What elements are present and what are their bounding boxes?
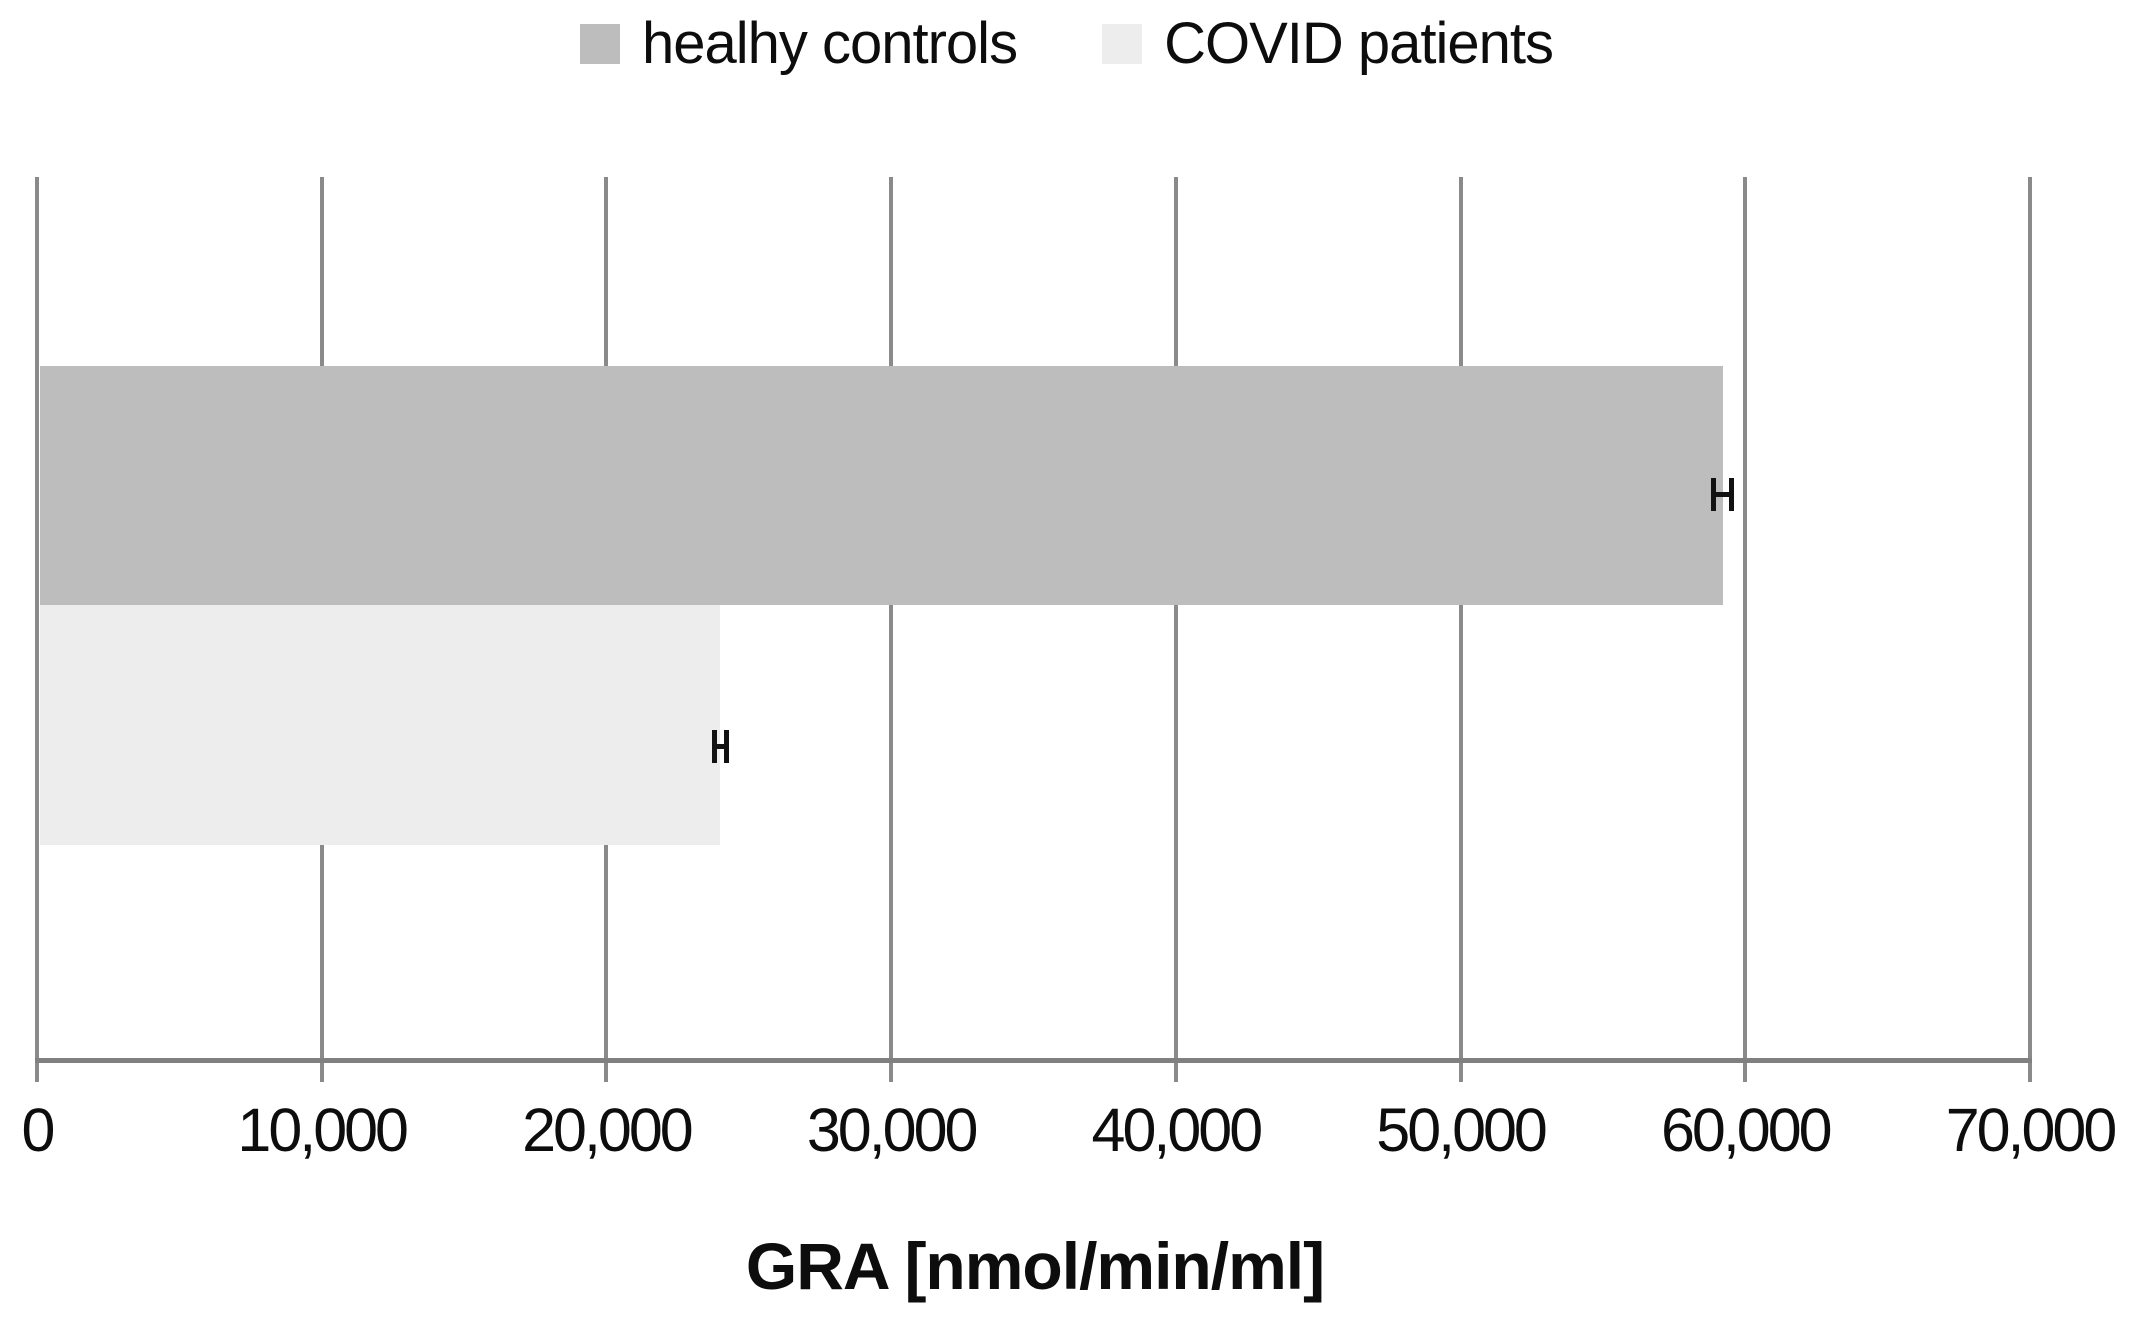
gridline-50000 [1458, 177, 1463, 1082]
x-tick-label-70000: 70,000 [1945, 1096, 2118, 1164]
gridline-70000 [2028, 177, 2032, 1082]
x-tick-label-50000: 50,000 [1376, 1096, 1548, 1164]
gridline-30000 [889, 177, 894, 1082]
legend-swatch-healthy-controls [579, 23, 620, 64]
gridline-40000 [1173, 177, 1178, 1082]
gridline-0 [35, 177, 39, 1082]
legend-label-healthy-controls: healhy controls [641, 11, 1018, 76]
x-axis-title: GRA [nmol/min/ml] [745, 1229, 1325, 1303]
error-bar-line-healhy-controls [1711, 491, 1734, 497]
x-axis-line [35, 1058, 2032, 1063]
x-tick-label-0: 0 [21, 1096, 56, 1164]
x-tick-label-10000: 10,000 [237, 1096, 409, 1164]
legend-item-covid-patients: COVID patients [1102, 10, 1554, 77]
bar-covid-patients [40, 605, 720, 845]
error-bar-line-covid-patients [711, 743, 729, 749]
x-tick-label-60000: 60,000 [1660, 1096, 1833, 1164]
x-tick-label-30000: 30,000 [806, 1096, 979, 1164]
x-tick-label-20000: 20,000 [522, 1096, 694, 1164]
legend-label-covid-patients: COVID patients [1164, 11, 1554, 76]
x-tick-label-40000: 40,000 [1091, 1096, 1264, 1164]
legend: healhy controls COVID patients [0, 10, 2133, 77]
gridline-60000 [1743, 177, 1748, 1082]
legend-item-healthy-controls: healhy controls [579, 10, 1018, 77]
legend-swatch-covid-patients [1102, 23, 1143, 64]
bar-healhy-controls [40, 366, 1723, 605]
